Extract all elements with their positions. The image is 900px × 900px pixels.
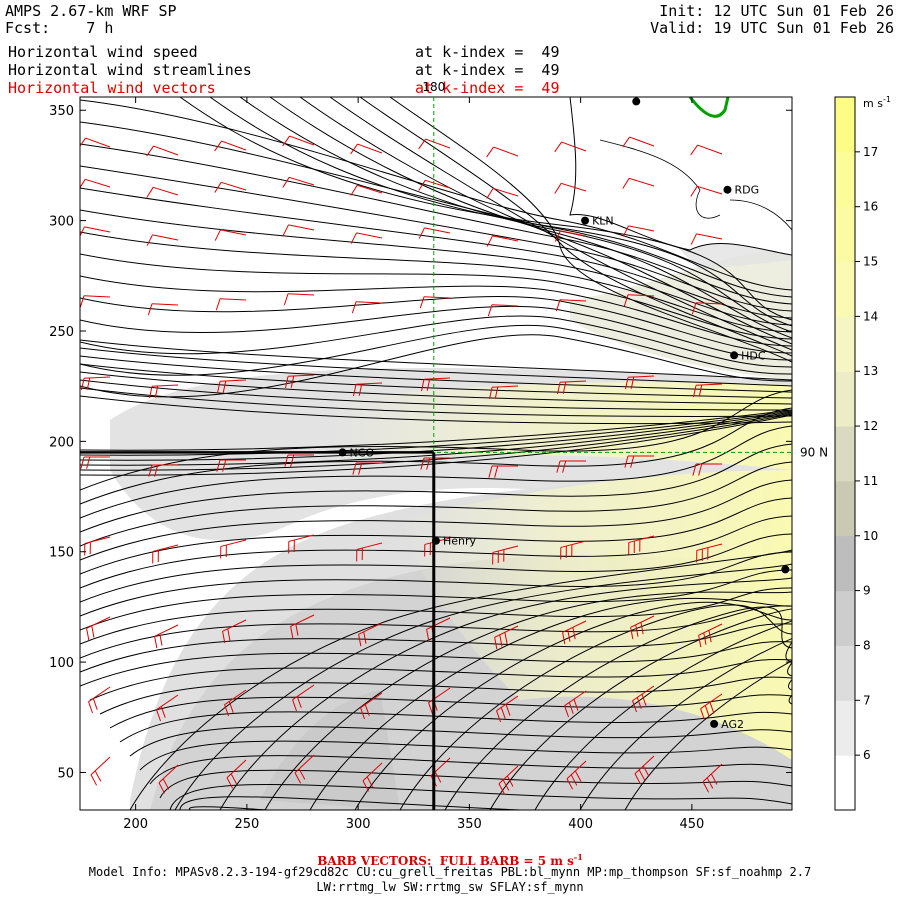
y-tick-label: 300: [49, 215, 74, 230]
forecast-hour: Fcst: 7 h: [5, 19, 114, 37]
y-tick-label: 250: [49, 325, 74, 340]
parallel-label: 90 N: [800, 445, 828, 459]
x-tick-label: 350: [457, 817, 482, 832]
colorbar-cell: [835, 151, 855, 208]
station-label: NCO: [350, 446, 375, 459]
y-tick-label: 100: [49, 656, 74, 671]
init-time: Init: 12 UTC Sun 01 Feb 26: [659, 2, 894, 20]
field-label-wind-speed: Horizontal wind speed: [8, 43, 198, 61]
y-tick-label: 150: [49, 546, 74, 561]
station-marker: [432, 536, 440, 545]
station-marker: [710, 719, 719, 728]
colorbar-cell: [835, 426, 855, 482]
colorbar-tick-label: 16: [863, 200, 878, 214]
colorbar: 17 16 15 14 13 12 11 10 9 8 7 6 m s-1: [834, 95, 891, 811]
x-tick-label: 250: [234, 817, 259, 832]
y-tick-label: 50: [57, 766, 74, 781]
colorbar-tick-label: 7: [863, 693, 871, 707]
colorbar-cell: [835, 700, 855, 756]
model-info-2: LW:rrtmg_lw SW:rrtmg_sw SFLAY:sf_mynn: [316, 880, 584, 894]
colorbar-tick-label: 9: [863, 584, 871, 598]
station-marker: [632, 97, 641, 106]
x-tick-label: 450: [679, 817, 704, 832]
field-level-wind-speed: at k-index = 49: [415, 43, 560, 61]
station-label: Henry: [443, 535, 477, 548]
station-marker: [730, 351, 739, 360]
x-tick-label: 300: [346, 817, 371, 832]
stations: NCO Henry KLN RDG HDC AG2: [338, 97, 790, 731]
colorbar-tick-label: 13: [863, 364, 878, 378]
colorbar-cell: [835, 645, 855, 701]
colorbar-tick-label: 6: [863, 748, 871, 762]
colorbar-cell: [835, 590, 855, 646]
y-tick-label: 350: [49, 104, 74, 119]
station-marker: [338, 448, 347, 457]
colorbar-tick-label: 8: [863, 638, 871, 652]
field-level-streamlines: at k-index = 49: [415, 61, 560, 79]
station-marker: [723, 185, 732, 194]
colorbar-tick-label: 17: [863, 145, 878, 159]
colorbar-cell: [835, 371, 855, 427]
wind-barbs: [80, 135, 723, 795]
field-label-vectors: Horizontal wind vectors: [8, 79, 216, 97]
colorbar-cell: [835, 261, 855, 317]
station-label: HDC: [741, 349, 766, 362]
colorbar-unit: m s-1: [863, 95, 891, 110]
barb-note: BARB VECTORS: FULL BARB = 5 m s-1: [317, 852, 583, 868]
station-label: RDG: [734, 184, 759, 197]
meridian-label: 180: [422, 80, 445, 94]
colorbar-tick-label: 14: [863, 309, 878, 323]
colorbar-cell: [835, 97, 855, 153]
x-tick-label: 400: [568, 817, 593, 832]
colorbar-tick-label: 12: [863, 419, 878, 433]
model-title: AMPS 2.67-km WRF SP: [5, 2, 177, 20]
valid-time: Valid: 19 UTC Sun 01 Feb 26: [650, 19, 894, 37]
streamlines: [80, 97, 792, 810]
colorbar-tick-label: 10: [863, 529, 878, 543]
y-tick-label: 200: [49, 435, 74, 450]
field-label-streamlines: Horizontal wind streamlines: [8, 61, 252, 79]
map-plot: 180 90 N 200 250 300 350 400 450 350 300 250 200 1…: [49, 80, 828, 832]
field-level-vectors: at k-index = 49: [415, 79, 560, 97]
colorbar-cell: [835, 755, 855, 811]
model-info: Model Info: MPASv8.2.3-194-gf29cd82c CU:…: [88, 865, 812, 879]
colorbar-tick-label: 15: [863, 255, 878, 269]
station-label: KLN: [592, 215, 614, 228]
colorbar-cell: [835, 535, 855, 592]
station-marker: [781, 565, 790, 574]
colorbar-tick-label: 11: [863, 474, 878, 488]
station-marker: [581, 216, 590, 225]
colorbar-cell: [835, 316, 855, 372]
axis-ticks: 200 250 300 350 400 450 350 300 250 200 150 100 50: [49, 97, 792, 832]
station-label: AG2: [721, 718, 744, 731]
colorbar-cell: [835, 480, 855, 537]
colorbar-cell: [835, 206, 855, 263]
x-tick-label: 200: [123, 817, 148, 832]
